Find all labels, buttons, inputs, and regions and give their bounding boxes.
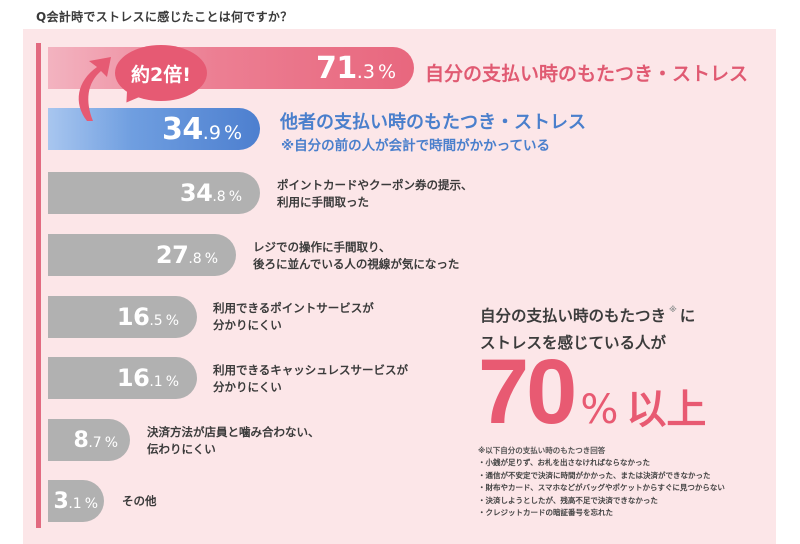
- value-dec: .8: [188, 251, 202, 267]
- value-int: 34: [179, 179, 213, 207]
- bar-label-others-payment: 他者の支払い時のもたつき・ストレス: [280, 112, 586, 133]
- label-line: 決済方法が店員と噛み合わない、: [147, 425, 320, 439]
- bar-label-self-payment: 自分の支払い時のもたつき・ストレス: [425, 63, 749, 85]
- bar-value: 16.5%: [117, 303, 179, 331]
- bar-label-other: その他: [122, 493, 157, 510]
- bar-payment-mismatch: 8.7%: [48, 419, 130, 461]
- axis-line: [36, 43, 41, 528]
- label-line: 伝わりにくい: [147, 442, 216, 456]
- bar-value: 34.8%: [180, 179, 242, 207]
- value-dec: .1: [149, 374, 163, 390]
- footnote-item: ・通信が不安定で決済に時間がかかった、または決済ができなかった: [478, 470, 711, 480]
- bar-value: 8.7%: [74, 428, 118, 453]
- summary-title: 自分の支払い時のもたつき ※ に ストレスを感じている人が: [480, 296, 695, 357]
- bar-label-point-card: ポイントカードやクーポン券の提示、 利用に手間取った: [277, 177, 473, 211]
- footnote-item: ・決済しようとしたが、残高不足で決済できなかった: [478, 495, 658, 505]
- bar-self-payment: 71.3%: [48, 47, 414, 89]
- value-int: 27: [155, 241, 189, 269]
- label-line: 利用できるポイントサービスが: [213, 301, 374, 315]
- label-line: 分かりにくい: [213, 318, 282, 332]
- bar-point-card: 34.8%: [48, 172, 260, 214]
- value-pct: %: [228, 189, 242, 205]
- callout-about-double: 約2倍!: [115, 45, 207, 101]
- bar-point-service: 16.5%: [48, 296, 197, 338]
- value-dec: .3: [356, 60, 375, 83]
- value-int: 16: [116, 303, 150, 331]
- value-int: 8: [73, 427, 89, 453]
- bar-label-payment-mismatch: 決済方法が店員と噛み合わない、 伝わりにくい: [147, 424, 320, 458]
- value-pct: %: [223, 121, 242, 144]
- footnote-head: ※以下自分の支払い時のもたつき回答: [478, 446, 606, 455]
- value-pct: %: [84, 495, 98, 512]
- label-line: その他: [122, 494, 157, 508]
- label-line: 後ろに並んでいる人の視線が気になった: [253, 257, 460, 271]
- footnote-mark: ※: [669, 305, 677, 314]
- label-line: 利用できるキャッシュレスサービスが: [213, 363, 409, 377]
- bar-label-cashless-service: 利用できるキャッシュレスサービスが 分かりにくい: [213, 362, 408, 396]
- bar-other: 3.1%: [48, 480, 104, 522]
- value-dec: .7: [88, 434, 102, 451]
- up-arrow-icon: [78, 57, 111, 121]
- bar-label-others-payment-note: ※自分の前の人が会計で時間がかかっている: [281, 138, 550, 154]
- value-int: 34: [162, 111, 203, 147]
- summary-line2: ストレスを感じている人が: [480, 334, 667, 352]
- summary-big-number: 70 % 以上: [478, 341, 707, 443]
- value-pct: %: [377, 60, 396, 83]
- bar-value: 71.3%: [316, 51, 396, 86]
- bar-label-register-operation: レジでの操作に手間取り、 後ろに並んでいる人の視線が気になった: [253, 239, 459, 273]
- bar-register-operation: 27.8%: [48, 234, 236, 276]
- big-number-value: 70: [478, 341, 577, 443]
- value-int: 71: [316, 50, 357, 86]
- footnote-item: ・クレジットカードの暗証番号を忘れた: [478, 508, 613, 518]
- bar-value: 27.8%: [156, 241, 218, 269]
- bar-value: 34.9%: [162, 112, 242, 147]
- value-pct: %: [104, 434, 118, 451]
- value-dec: .5: [149, 313, 163, 329]
- value-pct: %: [204, 251, 218, 267]
- footnote-item: ・財布やカード、スマホなどがバッグやポケットからすぐに見つからない: [478, 483, 725, 493]
- value-int: 16: [116, 364, 150, 392]
- value-pct: %: [165, 374, 179, 390]
- bar-value: 16.1%: [117, 364, 179, 392]
- value-dec: .9: [202, 121, 221, 144]
- bar-cashless-service: 16.1%: [48, 357, 197, 399]
- value-dec: .1: [68, 495, 82, 512]
- label-line: 利用に手間取った: [277, 195, 369, 209]
- value-int: 3: [53, 488, 69, 514]
- footnotes: ※以下自分の支払い時のもたつき回答 ・小銭が足りず、お札を出さなければならなかっ…: [478, 445, 725, 519]
- summary-line1-end: に: [679, 307, 696, 325]
- label-line: レジでの操作に手間取り、: [253, 240, 391, 254]
- value-pct: %: [165, 313, 179, 329]
- summary-line1: 自分の支払い時のもたつき: [480, 307, 667, 325]
- big-number-suffix: 以上: [626, 387, 707, 433]
- big-number-pct: %: [580, 387, 619, 433]
- footnote-item: ・小銭が足りず、お札を出さなければならなかった: [478, 458, 650, 468]
- question-title: Q会計時でストレスに感じたことは何ですか？: [36, 10, 293, 24]
- label-line: ポイントカードやクーポン券の提示、: [277, 178, 473, 192]
- bar-value: 3.1%: [54, 489, 98, 514]
- label-line: 分かりにくい: [213, 380, 282, 394]
- bar-label-point-service: 利用できるポイントサービスが 分かりにくい: [213, 300, 374, 334]
- value-dec: .8: [212, 189, 226, 205]
